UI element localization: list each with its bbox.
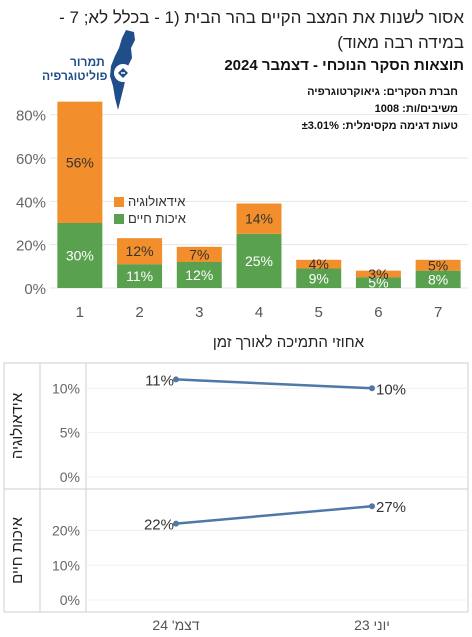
bar-quality-of-life xyxy=(355,277,401,288)
bar-ideology xyxy=(117,238,163,265)
data-label-quality-of-life: 30% xyxy=(66,248,94,264)
bar-ideology xyxy=(355,270,401,278)
bar-quality-of-life xyxy=(117,264,163,288)
bar-quality-of-life xyxy=(176,262,222,288)
data-label-quality-of-life: 25% xyxy=(245,253,273,269)
bar-quality-of-life xyxy=(415,270,461,288)
x-tick-label: 1 xyxy=(76,304,84,321)
x-tick-label: 5 xyxy=(315,304,323,321)
survey-subtitle: תוצאות הסקר הנוכחי - דצמבר 2024 xyxy=(224,57,464,74)
line-chart-title: אחוזי התמיכה לאורך זמן xyxy=(212,334,364,351)
bar-quality-of-life xyxy=(236,233,282,288)
x-tick-label: 3 xyxy=(195,304,203,321)
data-label: 22% xyxy=(144,517,174,534)
y-tick-label: 40% xyxy=(16,194,46,211)
data-label-quality-of-life: 12% xyxy=(185,267,213,283)
data-label-quality-of-life: 8% xyxy=(428,271,448,287)
y-tick-label: 0% xyxy=(60,592,80,608)
y-tick-label: 60% xyxy=(16,151,46,168)
data-label-ideology: 5% xyxy=(428,257,448,273)
bar-quality-of-life xyxy=(296,268,342,288)
data-label-ideology: 14% xyxy=(245,211,273,227)
y-tick-label: 10% xyxy=(52,557,80,573)
data-label-ideology: 4% xyxy=(309,256,329,272)
data-label-quality-of-life: 11% xyxy=(126,268,153,284)
chart-title-line1: אסור לשנות את המצב הקיים בהר הבית (1 - ב… xyxy=(59,8,464,27)
x-tick-label: דצמ' 24 xyxy=(152,617,199,633)
legend-label-ideology: אידאולוגיה xyxy=(128,194,185,209)
israel-map-logo-icon xyxy=(110,30,135,110)
data-point xyxy=(173,376,179,383)
legend-label-quality-of-life: איכות חיים xyxy=(128,211,186,226)
bar-ideology xyxy=(415,259,461,271)
data-label: 11% xyxy=(145,372,174,389)
data-label-ideology: 12% xyxy=(126,243,154,259)
x-tick-label: 2 xyxy=(135,304,143,321)
panel-header: אידאולוגיה xyxy=(9,392,26,459)
meta-company: חברת הסקרים: גיאוקרטוגרפיה xyxy=(307,86,458,98)
series-line xyxy=(175,378,373,390)
meta-error: טעות דגימה מקסימלית: ±3.01% xyxy=(301,120,458,132)
stacked-bar-chart: 0% 20% 40% 60% 80% 30% 56% 1 11% 12% 2 12% 7% 3 25% 14%… xyxy=(16,101,468,321)
chart-title-line2: במידה רבה מאוד) xyxy=(337,33,464,52)
y-tick-label: 0% xyxy=(24,281,46,298)
meta-respondents: משיבים/ות: 1008 xyxy=(374,103,458,115)
data-label: 27% xyxy=(376,499,406,516)
bar-ideology xyxy=(57,101,103,223)
bar-ideology xyxy=(236,203,282,234)
y-tick-label: 10% xyxy=(52,380,80,396)
x-tick-label: 6 xyxy=(374,304,382,321)
x-tick-label: 4 xyxy=(255,304,263,321)
data-label-quality-of-life: 9% xyxy=(309,270,329,286)
bar-ideology xyxy=(296,259,342,269)
data-label-ideology: 56% xyxy=(66,154,94,170)
bar-quality-of-life xyxy=(57,223,103,288)
y-tick-label: 20% xyxy=(16,238,46,255)
y-tick-label: 80% xyxy=(16,108,46,125)
data-label-ideology: 7% xyxy=(189,246,209,262)
y-tick-label: 20% xyxy=(52,523,80,539)
data-label-ideology: 3% xyxy=(368,266,388,282)
data-point xyxy=(173,520,179,527)
data-label: 10% xyxy=(376,381,406,398)
y-tick-label: 5% xyxy=(60,425,80,441)
line-chart-frame xyxy=(3,362,469,613)
data-point xyxy=(369,503,375,510)
y-tick-label: 0% xyxy=(60,469,80,485)
data-point xyxy=(369,385,375,392)
legend-swatch-quality-of-life xyxy=(114,214,124,224)
logo-text-line1: תמרור xyxy=(70,55,105,69)
panel-header: איכות חיים xyxy=(9,516,26,583)
series-line xyxy=(175,504,373,525)
x-tick-label: יוני 23 xyxy=(354,617,390,633)
x-tick-label: 7 xyxy=(434,304,442,321)
data-label-quality-of-life: 5% xyxy=(368,275,388,291)
bar-ideology xyxy=(176,246,222,262)
logo-text-line2: פוליטוגרפיה xyxy=(42,69,108,83)
legend-swatch-ideology xyxy=(114,197,124,207)
